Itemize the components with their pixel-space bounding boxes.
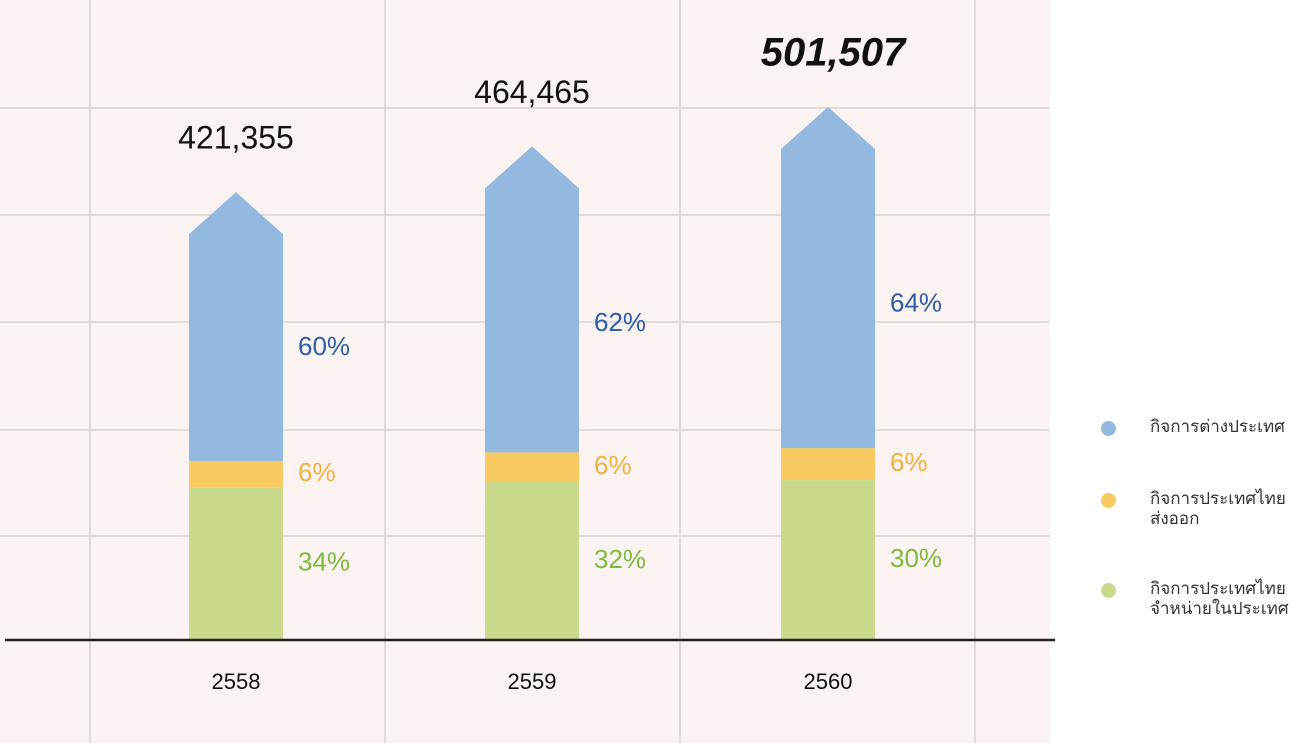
value-label: 6% bbox=[298, 457, 336, 487]
value-label: 34% bbox=[298, 547, 350, 577]
value-label: 30% bbox=[890, 543, 942, 573]
value-label: 32% bbox=[594, 544, 646, 574]
bar-segment bbox=[485, 452, 579, 483]
legend-marker bbox=[1101, 421, 1116, 436]
bar-segment bbox=[781, 448, 875, 481]
bar-segment bbox=[189, 192, 283, 461]
x-tick-label: 2559 bbox=[508, 669, 557, 694]
bar-segment bbox=[781, 107, 875, 449]
value-label: 62% bbox=[594, 307, 646, 337]
bar-segment bbox=[189, 487, 283, 640]
legend-label: กิจการต่างประเทศ bbox=[1150, 417, 1285, 437]
bar-segment bbox=[485, 482, 579, 640]
value-label: 6% bbox=[890, 447, 928, 477]
x-tick-label: 2560 bbox=[804, 669, 853, 694]
total-label: 464,465 bbox=[474, 74, 590, 110]
legend-label: กิจการประเทศไทย ส่งออก bbox=[1150, 489, 1286, 529]
legend-marker bbox=[1101, 493, 1116, 508]
bar-segment bbox=[485, 146, 579, 453]
value-label: 60% bbox=[298, 331, 350, 361]
bar-segment bbox=[781, 480, 875, 640]
value-label: 6% bbox=[594, 450, 632, 480]
total-label: 501,507 bbox=[761, 31, 907, 75]
value-label: 64% bbox=[890, 288, 942, 318]
x-tick-label: 2558 bbox=[212, 669, 261, 694]
legend-marker bbox=[1101, 583, 1116, 598]
bar-segment bbox=[189, 460, 283, 488]
legend-label: กิจการประเทศไทย จำหน่ายในประเทศ bbox=[1150, 579, 1289, 619]
total-label: 421,355 bbox=[178, 120, 294, 156]
